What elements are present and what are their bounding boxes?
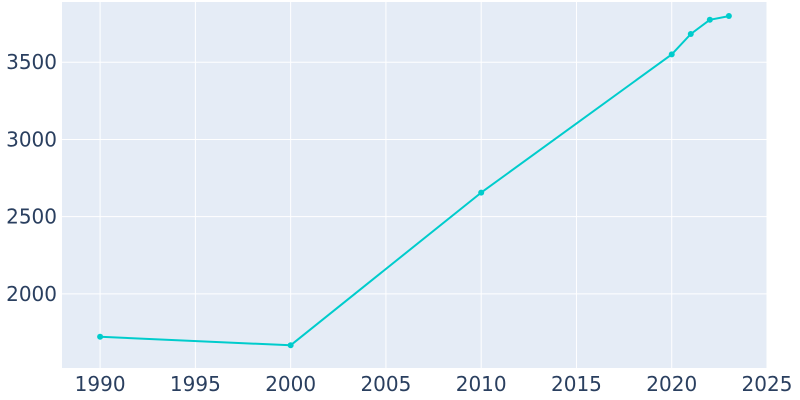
x-tick-label: 2005: [360, 372, 411, 396]
horizontal-gridlines: [62, 61, 767, 295]
x-tick-label: 2000: [265, 372, 316, 396]
vertical-gridlines: [99, 2, 768, 368]
data-point: [687, 30, 694, 37]
x-axis-tick-labels: 1990 1995 2000 2005 2010 2015 2020 2025: [75, 372, 793, 396]
y-axis-tick-labels: 2000 2500 3000 3500: [6, 50, 57, 306]
x-tick-label: 2015: [551, 372, 602, 396]
series-layer: [97, 13, 732, 349]
data-point: [97, 333, 104, 340]
data-point: [725, 13, 732, 20]
y-tick-label: 2500: [6, 205, 57, 229]
x-tick-label: 2025: [742, 372, 793, 396]
plot-background: [62, 2, 767, 368]
x-tick-label: 1990: [75, 372, 126, 396]
y-tick-label: 3000: [6, 127, 57, 151]
y-tick-label: 3500: [6, 50, 57, 74]
x-tick-label: 2010: [456, 372, 507, 396]
x-tick-label: 1995: [170, 372, 221, 396]
data-point: [668, 51, 675, 58]
data-point: [478, 189, 485, 196]
data-point: [287, 342, 294, 349]
data-point: [706, 16, 713, 23]
y-tick-label: 2000: [6, 282, 57, 306]
x-tick-label: 2020: [646, 372, 697, 396]
